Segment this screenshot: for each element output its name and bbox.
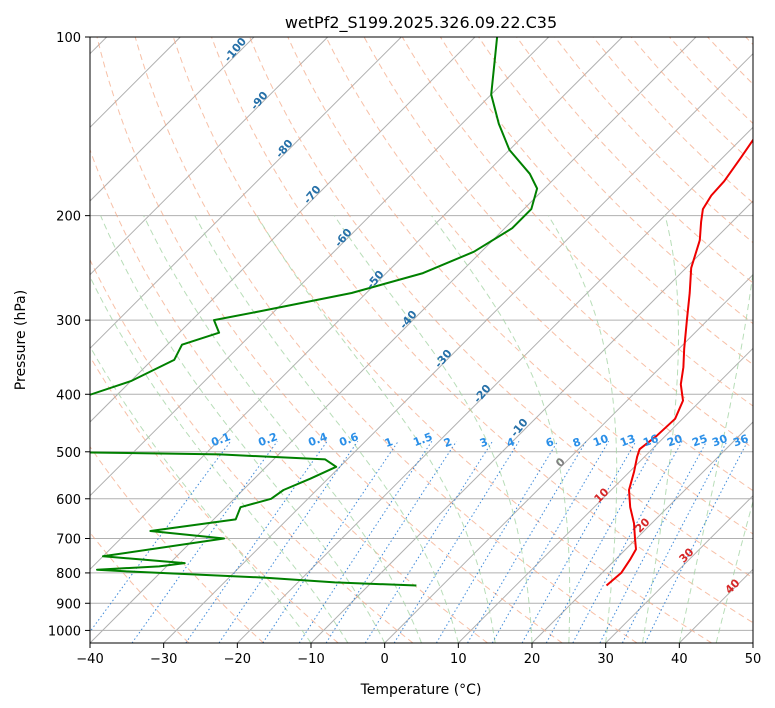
moist-adiabat-line <box>90 345 312 643</box>
chart-title: wetPf2_S199.2025.326.09.22.C35 <box>285 13 557 33</box>
x-tick-label: −40 <box>76 652 103 667</box>
x-tick-label: 30 <box>597 652 614 667</box>
dry-adiabat-line <box>249 37 753 579</box>
moist-adiabat-line <box>547 215 618 643</box>
y-tick-label: 1000 <box>48 624 81 639</box>
mixing-ratio-line <box>262 441 399 643</box>
dry-adiabat-line <box>211 37 753 624</box>
plot-background <box>90 37 753 643</box>
moist-adiabat-line <box>431 215 571 643</box>
mixing-ratio-label: 1.5 <box>411 430 434 449</box>
isotherm-line <box>531 421 753 643</box>
profile-series <box>90 37 753 587</box>
dry-adiabat-line <box>592 37 753 204</box>
y-tick-label: 600 <box>56 493 81 508</box>
y-tick-label: 500 <box>56 446 81 461</box>
mixing-ratio-label: 3 <box>478 435 490 450</box>
x-axis-label: Temperature (°C) <box>360 682 482 698</box>
mixing-ratio-label: 36 <box>731 432 750 450</box>
isotherm-line <box>90 37 623 571</box>
moist-adiabat-line <box>642 215 679 643</box>
isotherm-line <box>236 126 753 643</box>
isotherm-line <box>90 37 402 350</box>
mixing-ratio-label: 6 <box>544 435 556 450</box>
mixing-ratio-line <box>218 441 359 643</box>
y-tick-label: 100 <box>56 31 81 46</box>
x-tick-label: −10 <box>297 652 324 667</box>
mixing-ratio-line <box>621 441 728 643</box>
x-tick-label: −20 <box>224 652 251 667</box>
x-tick-label: −30 <box>150 652 177 667</box>
dry-adiabat-line <box>134 37 638 643</box>
x-tick-label: 10 <box>450 652 467 667</box>
dry-adiabat-line <box>96 37 563 643</box>
mixing-ratio-line <box>435 441 559 643</box>
y-tick-label: 700 <box>56 533 81 548</box>
dry-adiabat-line <box>172 37 712 643</box>
moist-adiabat-line <box>100 215 386 643</box>
x-axis: −40 −30 −20 −10 0 10 20 30 40 50 <box>76 643 761 667</box>
x-tick-label: 20 <box>524 652 541 667</box>
mixing-ratio-label: 13 <box>618 432 637 449</box>
mixing-ratio-label: 4 <box>505 435 517 450</box>
dry-adiabat-line <box>325 37 753 492</box>
isotherm-line <box>457 347 753 643</box>
mixing-ratio-line <box>90 441 232 633</box>
isotherm-line <box>163 52 753 643</box>
background-lines <box>90 37 753 643</box>
dry-adiabat-line <box>90 445 264 643</box>
y-tick-label: 300 <box>56 314 81 329</box>
mixing-ratio-label: 1 <box>383 435 395 450</box>
y-tick-label: 200 <box>56 210 81 225</box>
dewpoint-line <box>90 37 539 587</box>
moist-adiabat-line <box>143 215 422 643</box>
y-axis: 100 200 300 400 500 600 700 800 900 1000 <box>48 31 90 639</box>
mixing-ratio-label: 0.2 <box>256 430 279 449</box>
isotherm-line <box>605 494 753 643</box>
plot-frame <box>89 36 754 644</box>
moist-adiabat-line <box>333 215 533 643</box>
dry-adiabat-line <box>90 258 414 643</box>
mixing-ratio-line <box>185 441 328 643</box>
mixing-ratio-label: 20 <box>665 432 684 450</box>
moist-adiabat-line <box>194 215 459 643</box>
mixing-ratio-label: 0.4 <box>306 430 329 449</box>
x-tick-label: 50 <box>745 652 762 667</box>
isotherm-line <box>90 37 697 643</box>
isotherm-line <box>90 37 476 423</box>
mixing-ratio-label: 0.6 <box>337 430 360 449</box>
isotherm-line <box>90 37 329 276</box>
mixing-ratio-label: 2 <box>442 435 454 450</box>
y-axis-label: Pressure (hPa) <box>13 290 29 390</box>
mixing-ratio-label: 0.1 <box>209 430 232 449</box>
isotherm-line <box>384 273 753 643</box>
mixing-ratio-label: 25 <box>690 432 709 449</box>
mixing-ratio-label: 10 <box>591 432 610 450</box>
dry-adiabat-line <box>401 37 753 407</box>
isotherm-line <box>90 37 550 497</box>
y-tick-label: 800 <box>56 567 81 582</box>
mixing-ratio-line <box>521 441 637 643</box>
mixing-ratio-label: 8 <box>571 435 583 450</box>
mixing-ratio-label: 16 <box>641 432 660 450</box>
dry-adiabat-line <box>363 37 753 449</box>
mixing-ratio-line <box>467 441 587 643</box>
temperature-line <box>605 138 753 587</box>
dry-adiabat-line <box>516 37 753 284</box>
dry-adiabat-line <box>630 37 753 164</box>
mixing-ratio-line <box>393 441 520 643</box>
isotherm-line <box>752 642 753 643</box>
mixing-ratio-label: 30 <box>710 432 729 450</box>
isotherm-line <box>90 37 255 202</box>
x-tick-label: 40 <box>671 652 688 667</box>
mixing-ratio-line <box>298 441 433 643</box>
y-tick-label: 400 <box>56 388 81 403</box>
moist-adiabat-line <box>678 269 753 643</box>
dry-adiabat-line <box>478 37 753 325</box>
y-tick-label: 900 <box>56 597 81 612</box>
x-tick-label: 0 <box>381 652 389 667</box>
mixing-ratio-line <box>644 441 749 643</box>
